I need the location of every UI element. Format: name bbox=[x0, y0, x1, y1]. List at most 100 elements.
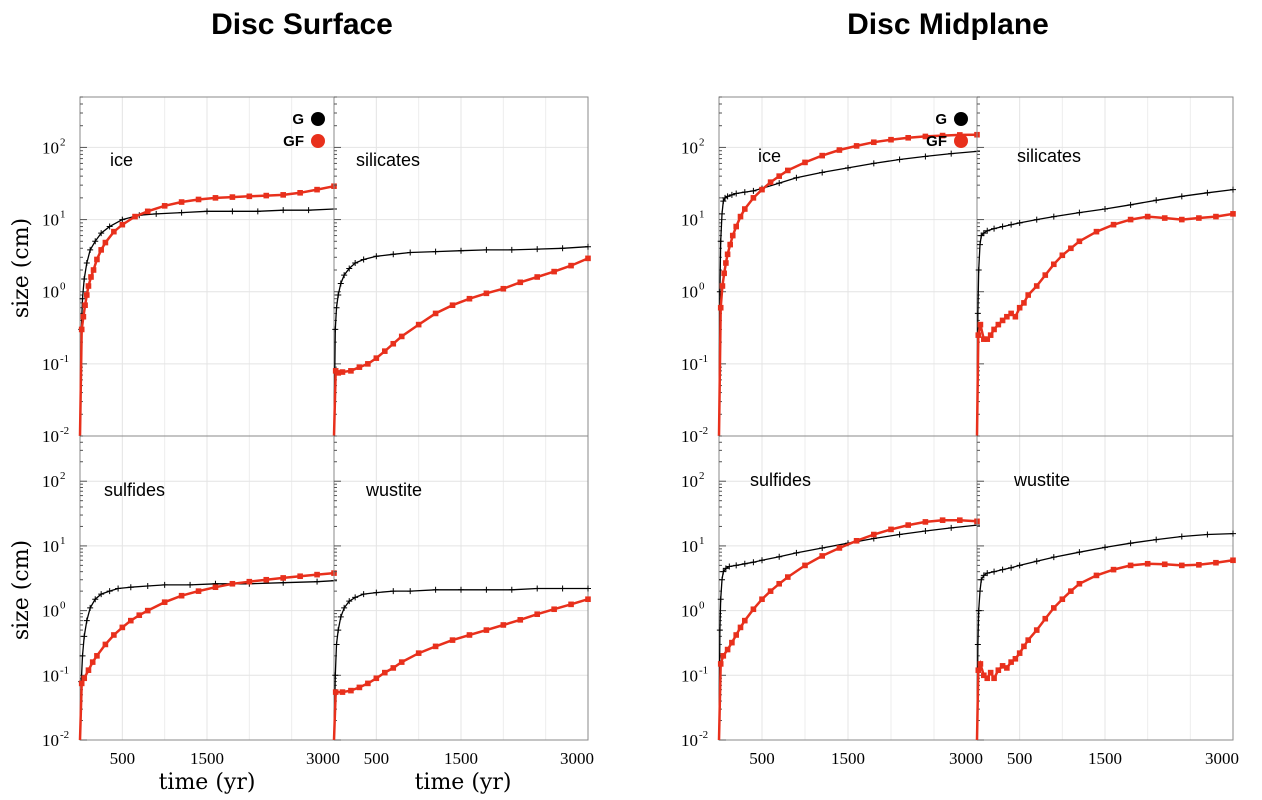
data-point-GF bbox=[1127, 562, 1134, 569]
data-point-G bbox=[92, 596, 99, 603]
panel-7: 500 1500 3000 wustite bbox=[974, 435, 1239, 768]
y-tick-label: 10 bbox=[681, 211, 698, 230]
data-point-GF bbox=[737, 624, 744, 631]
data-point-GF bbox=[720, 653, 727, 659]
data-point-GF bbox=[888, 136, 894, 143]
panel-label: sulfides bbox=[750, 470, 811, 490]
data-point-GF bbox=[733, 632, 739, 638]
y-tick-label-exponent: 0 bbox=[699, 281, 705, 293]
data-point-G bbox=[1008, 221, 1015, 228]
y-tick-label: 10 bbox=[681, 602, 698, 621]
data-point-G bbox=[178, 209, 185, 216]
y-tick-label: 10 bbox=[681, 283, 698, 302]
data-point-GF bbox=[905, 134, 911, 141]
data-point-GF bbox=[246, 578, 253, 585]
data-point-GF bbox=[78, 680, 85, 687]
data-point-GF bbox=[1025, 292, 1031, 298]
panel-1: silicates bbox=[332, 96, 591, 437]
data-point-GF bbox=[390, 340, 397, 347]
data-point-GF bbox=[85, 283, 92, 289]
data-point-G bbox=[127, 584, 134, 591]
data-point-G bbox=[352, 260, 359, 267]
data-point-GF bbox=[449, 637, 456, 643]
data-point-G bbox=[793, 549, 800, 556]
data-point-G bbox=[819, 169, 826, 176]
data-point-G bbox=[407, 249, 414, 256]
data-point-GF bbox=[466, 632, 473, 638]
data-point-GF bbox=[449, 302, 456, 309]
data-point-G bbox=[332, 672, 339, 679]
data-point-GF bbox=[551, 268, 557, 275]
data-point-GF bbox=[246, 193, 253, 200]
data-point-GF bbox=[398, 659, 405, 665]
data-point-GF bbox=[1144, 213, 1151, 220]
data-point-GF bbox=[939, 132, 946, 139]
data-point-G bbox=[1102, 206, 1108, 213]
data-point-GF bbox=[356, 684, 363, 691]
data-point-G bbox=[980, 572, 987, 579]
data-point-GF bbox=[1051, 261, 1057, 268]
data-point-GF bbox=[853, 143, 860, 149]
data-point-G bbox=[750, 559, 757, 566]
data-point-GF bbox=[1076, 580, 1083, 587]
x-tick-label: 500 bbox=[110, 749, 136, 768]
data-point-G bbox=[508, 246, 515, 253]
data-point-G bbox=[1050, 213, 1057, 220]
x-tick-label: 1500 bbox=[1088, 749, 1122, 768]
data-point-G bbox=[187, 581, 194, 588]
data-point-G bbox=[335, 627, 342, 634]
data-point-G bbox=[776, 553, 783, 560]
y-tick-label-exponent: -1 bbox=[60, 664, 69, 676]
data-point-GF bbox=[90, 267, 97, 273]
data-point-GF bbox=[297, 189, 303, 196]
data-point-GF bbox=[382, 669, 388, 676]
data-point-G bbox=[991, 225, 998, 232]
data-point-G bbox=[978, 576, 985, 583]
legend-label-GF: GF bbox=[283, 133, 304, 150]
data-point-G bbox=[229, 208, 236, 215]
legend-label-G: G bbox=[292, 111, 304, 128]
data-point-GF bbox=[415, 650, 422, 656]
data-point-GF bbox=[195, 196, 202, 203]
data-point-GF bbox=[178, 592, 185, 599]
data-point-G bbox=[1153, 197, 1160, 204]
data-point-G bbox=[1016, 219, 1023, 226]
data-point-GF bbox=[356, 364, 363, 370]
data-point-G bbox=[559, 585, 566, 592]
data-point-GF bbox=[339, 689, 346, 695]
data-point-GF bbox=[721, 270, 727, 277]
y-tick-label-exponent: -1 bbox=[699, 664, 708, 676]
data-point-GF bbox=[995, 667, 1002, 673]
x-tick-label: 3000 bbox=[560, 749, 594, 768]
data-point-G bbox=[407, 588, 414, 595]
data-point-G bbox=[373, 589, 380, 596]
y-tick-label: 10 bbox=[42, 355, 59, 374]
data-point-G bbox=[360, 591, 367, 598]
legend-marker-GF bbox=[954, 134, 968, 148]
data-point-GF bbox=[119, 221, 126, 228]
x-tick-label: 3000 bbox=[1205, 749, 1239, 768]
data-point-GF bbox=[737, 213, 744, 220]
data-point-G bbox=[922, 528, 929, 535]
data-point-GF bbox=[373, 355, 380, 361]
data-point-G bbox=[585, 585, 591, 592]
data-point-GF bbox=[724, 646, 731, 653]
y-tick-label-exponent: -2 bbox=[60, 425, 69, 437]
data-point-G bbox=[98, 591, 105, 598]
series-line-GF bbox=[332, 257, 589, 437]
data-point-GF bbox=[144, 607, 151, 614]
panel-label: wustite bbox=[365, 480, 422, 500]
data-point-GF bbox=[314, 186, 320, 193]
data-point-GF bbox=[1179, 562, 1185, 569]
data-point-GF bbox=[724, 251, 731, 258]
data-point-GF bbox=[871, 139, 877, 146]
data-point-GF bbox=[1008, 659, 1014, 665]
y-tick-label: 10 bbox=[681, 138, 698, 157]
data-point-G bbox=[332, 326, 339, 333]
data-point-GF bbox=[534, 274, 540, 280]
data-point-GF bbox=[1179, 216, 1185, 223]
data-point-GF bbox=[999, 663, 1006, 669]
data-point-G bbox=[776, 180, 783, 187]
data-point-GF bbox=[1033, 283, 1040, 289]
data-point-G bbox=[314, 578, 321, 585]
